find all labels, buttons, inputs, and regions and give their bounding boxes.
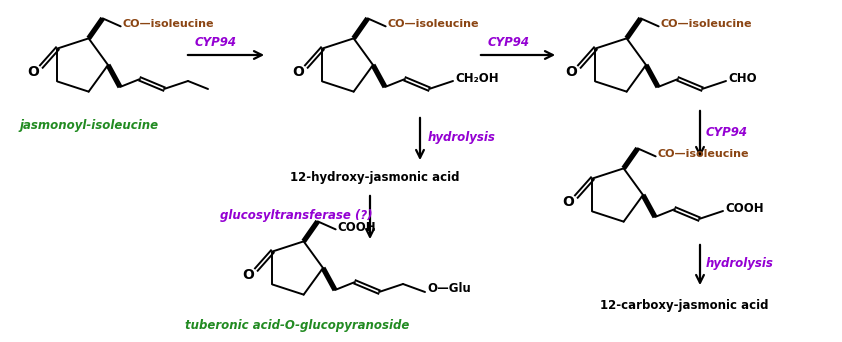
Text: O: O — [242, 267, 254, 281]
Text: CYP94: CYP94 — [706, 127, 748, 140]
Text: CO—isoleucine: CO—isoleucine — [387, 19, 479, 29]
Text: CO—isoleucine: CO—isoleucine — [661, 19, 752, 29]
Text: CYP94: CYP94 — [195, 36, 237, 49]
Text: CH₂OH: CH₂OH — [455, 71, 498, 84]
Text: hydrolysis: hydrolysis — [428, 132, 496, 145]
Text: O—Glu: O—Glu — [427, 282, 471, 295]
Text: 12-hydroxy-jasmonic acid: 12-hydroxy-jasmonic acid — [290, 171, 460, 184]
Text: hydrolysis: hydrolysis — [706, 258, 774, 271]
Text: glucosyltransferase (?): glucosyltransferase (?) — [220, 209, 373, 222]
Text: CHO: CHO — [728, 71, 757, 84]
Text: O: O — [292, 65, 304, 79]
Text: CO—isoleucine: CO—isoleucine — [658, 149, 749, 159]
Text: CYP94: CYP94 — [488, 36, 530, 49]
Text: O: O — [562, 195, 574, 209]
Text: COOH: COOH — [725, 201, 764, 214]
Text: COOH: COOH — [338, 221, 376, 234]
Text: O: O — [28, 65, 40, 79]
Text: tuberonic acid-O-glucopyranoside: tuberonic acid-O-glucopyranoside — [185, 319, 409, 332]
Text: CO—isoleucine: CO—isoleucine — [123, 19, 214, 29]
Text: O: O — [566, 65, 578, 79]
Text: jasmonoyl-isoleucine: jasmonoyl-isoleucine — [20, 118, 159, 132]
Text: 12-carboxy-jasmonic acid: 12-carboxy-jasmonic acid — [600, 299, 769, 312]
